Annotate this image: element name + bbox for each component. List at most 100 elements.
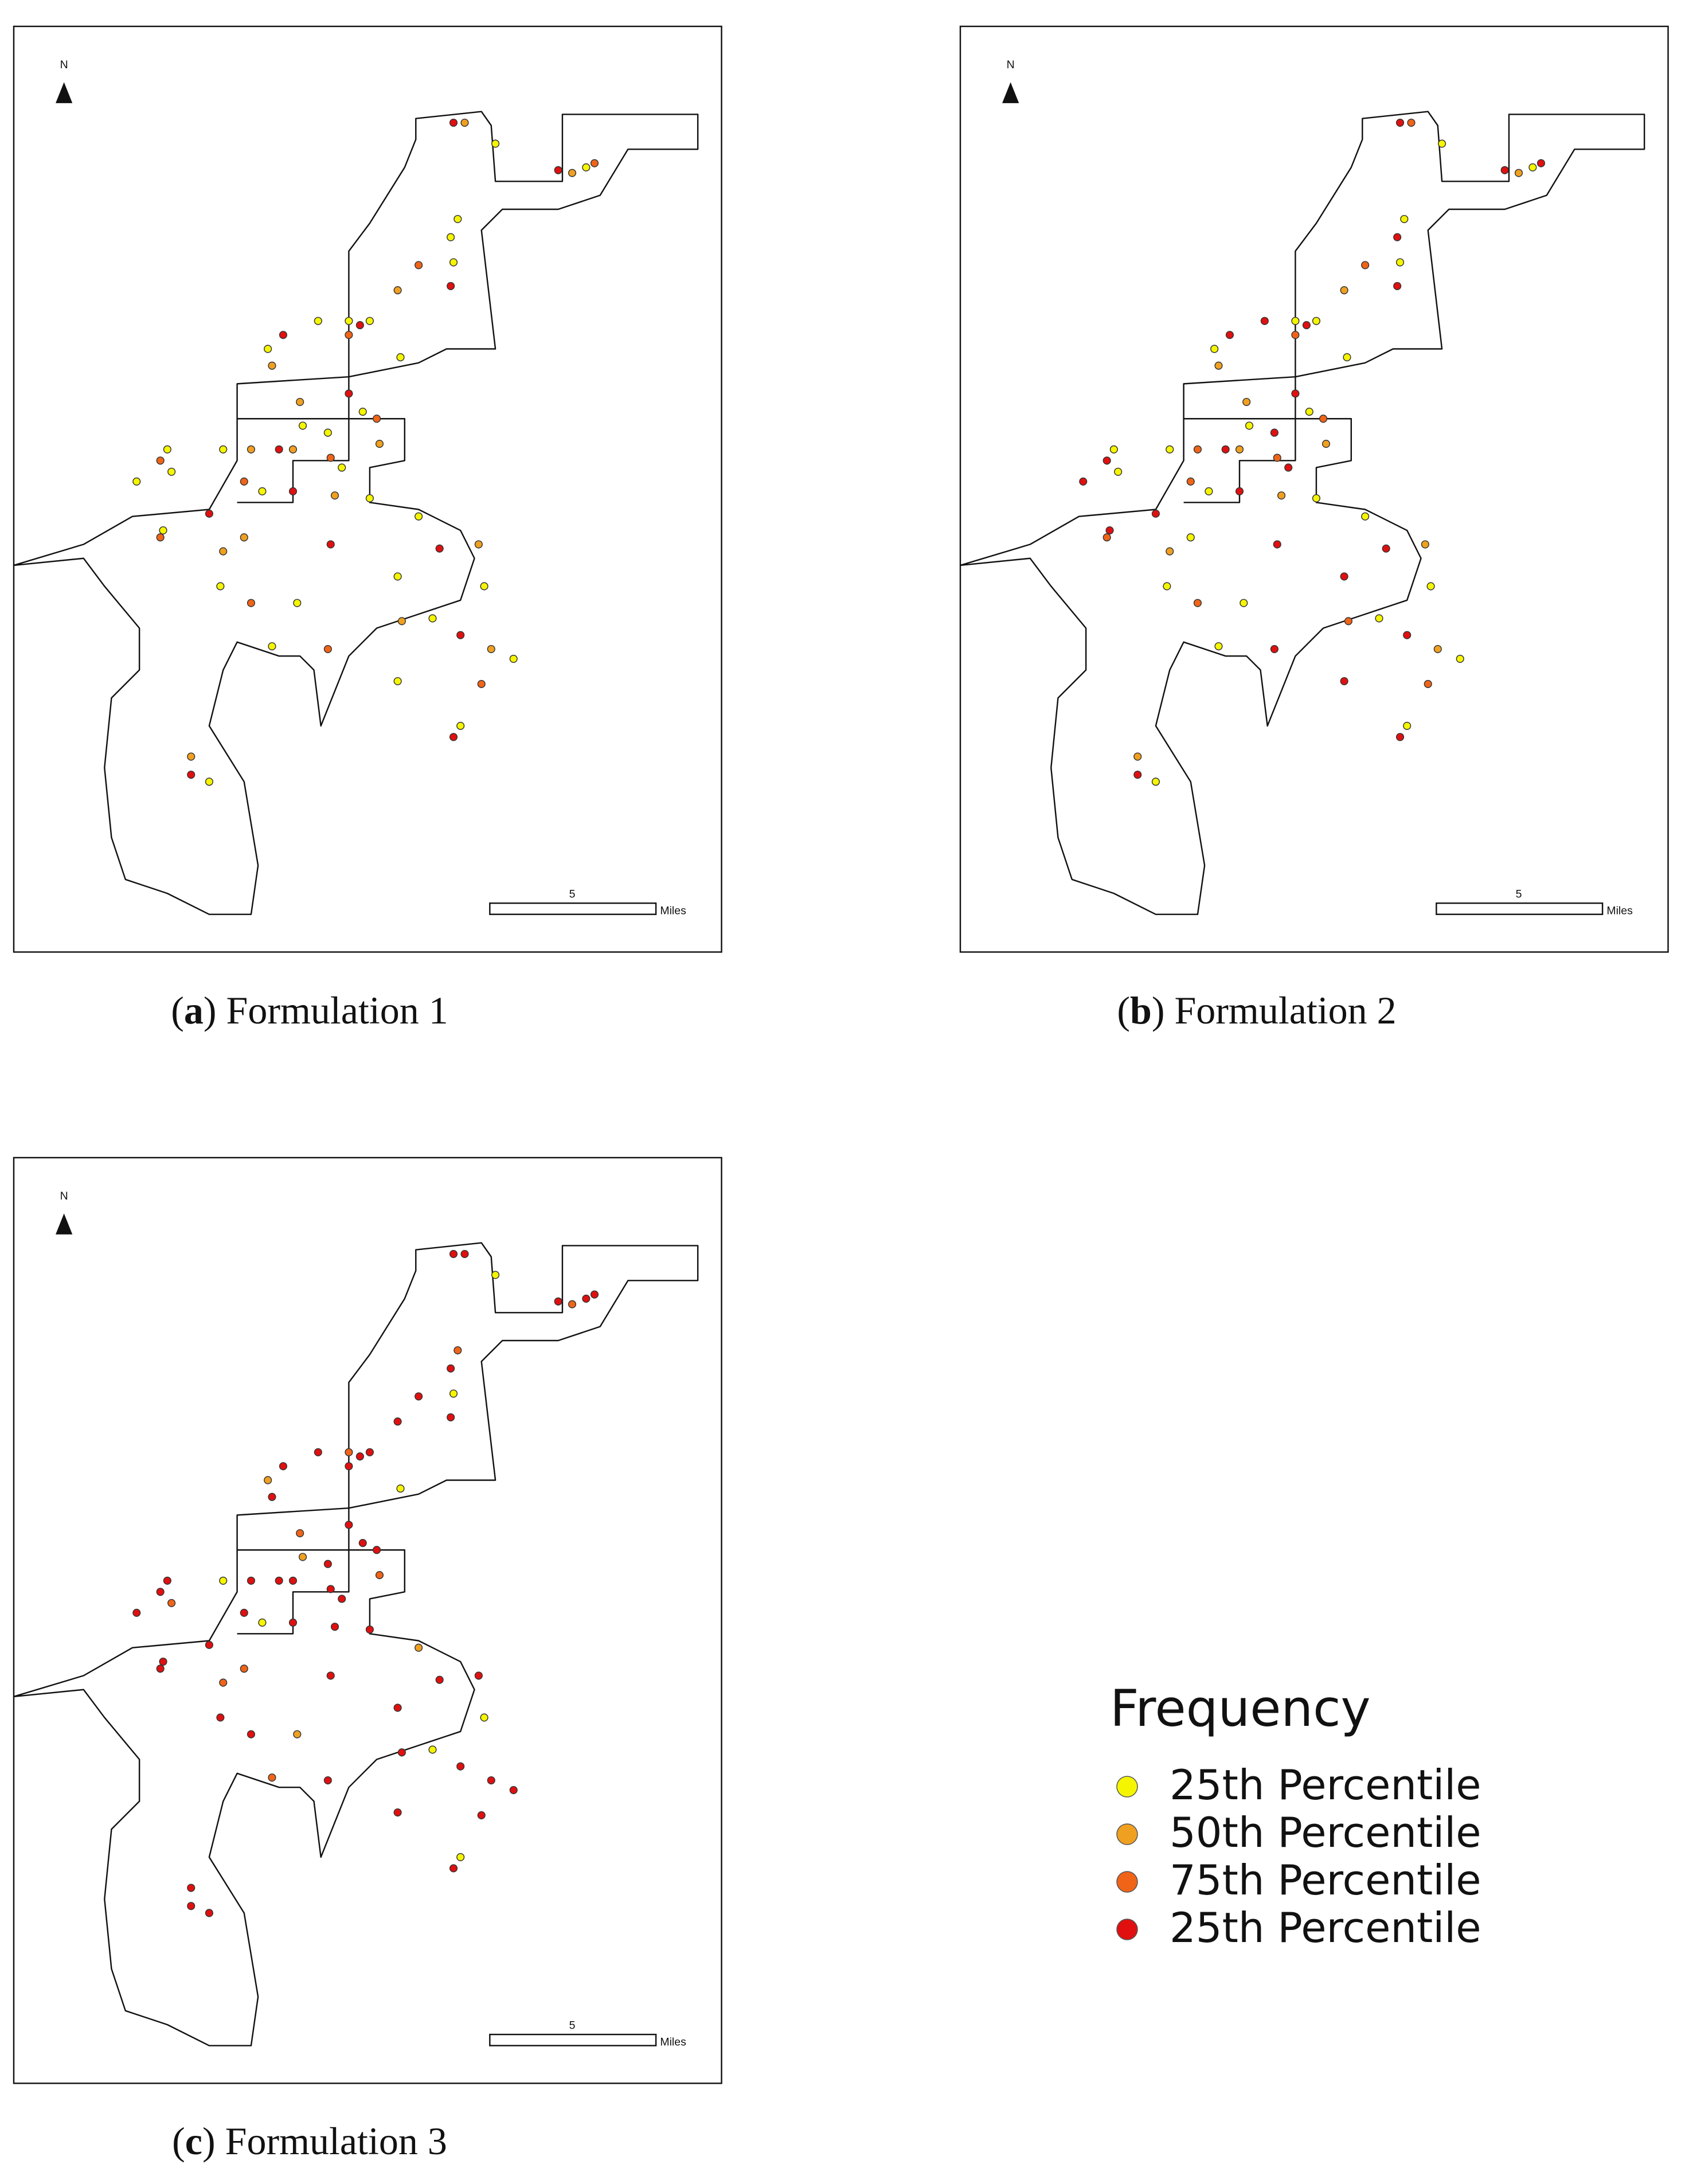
scale-bar [1436,902,1604,915]
map-panel: N 5 Miles [13,1157,722,2084]
location-point [279,331,288,339]
panel-caption: (c) Formulation 3 [172,2119,447,2163]
location-point [1361,512,1370,521]
location-point [1235,445,1244,454]
location-point [296,1529,304,1538]
location-point [590,159,599,167]
location-point [582,163,591,171]
north-arrow [1002,82,1019,103]
location-point [187,1884,196,1892]
location-point [1393,233,1402,241]
location-point [554,166,562,174]
legend-label: 25th Percentile [1170,1904,1481,1952]
location-point [219,1576,228,1585]
location-point [582,1294,591,1303]
location-point [1163,582,1171,591]
location-point [1284,463,1293,472]
scale-unit: Miles [1606,905,1633,917]
location-point [345,1448,353,1456]
location-point [247,1730,256,1738]
location-point [205,509,213,518]
location-point [487,644,495,654]
location-point [428,1745,437,1754]
location-point [1340,572,1348,581]
location-point [247,1576,256,1585]
location-point [293,599,302,607]
location-point [449,1389,458,1398]
location-point [393,1417,402,1426]
map-frame [959,25,1669,953]
location-point [247,599,256,607]
location-point [323,1560,332,1568]
location-point [326,454,335,462]
location-point [314,1448,322,1456]
location-point [268,642,276,651]
location-point [1433,644,1442,654]
location-point [264,1476,272,1484]
location-point [1319,415,1328,423]
caption-text: ) Formulation 1 [204,989,448,1032]
caption-text: ) Formulation 2 [1152,989,1397,1032]
location-point [156,456,165,465]
location-point [1214,642,1223,651]
location-point [240,533,248,542]
location-point [1340,286,1348,295]
location-point [415,1643,423,1652]
location-point [345,1521,353,1529]
location-point [373,415,381,423]
scale-label: 5 [569,888,576,900]
location-point [1214,361,1223,370]
location-point [279,1462,288,1471]
location-point [358,407,367,416]
location-point [326,1585,335,1593]
north-label: N [60,1190,68,1202]
north-label: N [1007,58,1015,71]
location-point [288,445,298,454]
city-boundary [959,111,1645,915]
location-point [393,677,402,686]
location-point [1400,214,1409,224]
district-boundary [237,418,350,503]
scale-unit: Miles [660,2036,686,2049]
location-point [1291,389,1300,398]
location-point [205,778,213,786]
location-point [1109,445,1118,454]
location-point [358,1538,367,1548]
location-point [1193,445,1202,454]
location-point [1382,544,1390,553]
caption-label: c [185,2119,202,2163]
location-point [460,1249,469,1259]
location-point [187,752,196,761]
location-point [1395,258,1405,267]
location-point [397,617,406,626]
caption-open: ( [171,989,184,1032]
location-point [1438,139,1446,148]
scale-bar [489,902,657,915]
location-point [447,1413,455,1421]
location-point [1151,509,1160,518]
location-point [323,428,332,437]
caption-open: ( [1117,989,1130,1032]
location-point [1151,778,1160,786]
location-point [447,233,455,241]
location-point [1270,644,1279,654]
location-point [1225,331,1234,339]
location-point [330,491,339,500]
location-point [1536,159,1546,167]
location-point [1403,631,1412,639]
location-point [345,1462,353,1471]
location-point [288,1576,298,1585]
location-point [219,1678,228,1687]
location-point [355,1452,364,1461]
location-point [1114,467,1123,476]
location-point [1186,533,1195,542]
location-point [268,1773,276,1782]
map-frame [13,1157,722,2084]
legend-swatch [1116,1871,1138,1893]
legend-swatch [1116,1823,1138,1845]
district-boundary [1183,418,1296,503]
north-arrow [56,1213,73,1234]
location-point [275,1576,283,1585]
legend-swatch [1116,1776,1138,1798]
